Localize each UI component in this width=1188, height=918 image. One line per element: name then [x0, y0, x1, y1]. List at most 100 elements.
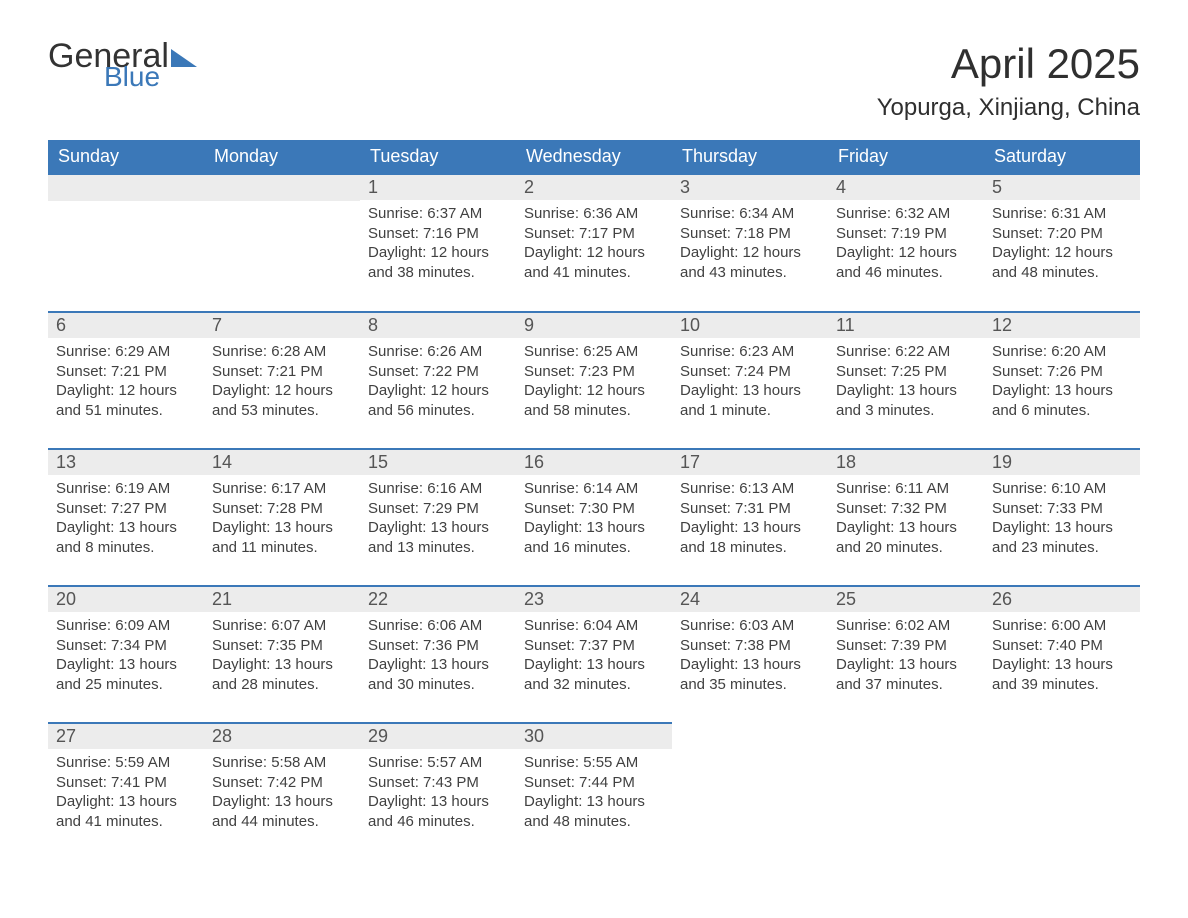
sunset-text: Sunset: 7:32 PM [836, 499, 976, 519]
sunset-text: Sunset: 7:40 PM [992, 636, 1132, 656]
day-number: 15 [360, 450, 516, 475]
sunrise-text: Sunrise: 6:06 AM [368, 616, 508, 636]
sunset-text: Sunset: 7:21 PM [56, 362, 196, 382]
daylight-text: Daylight: 13 hours and 28 minutes. [212, 655, 352, 694]
daylight-text: Daylight: 13 hours and 41 minutes. [56, 792, 196, 831]
day-body: Sunrise: 6:32 AMSunset: 7:19 PMDaylight:… [828, 200, 984, 310]
sunrise-text: Sunrise: 6:34 AM [680, 204, 820, 224]
weekday-header: Wednesday [516, 140, 672, 174]
title-location: Yopurga, Xinjiang, China [877, 94, 1140, 122]
day-body: Sunrise: 5:57 AMSunset: 7:43 PMDaylight:… [360, 749, 516, 859]
day-body: Sunrise: 6:14 AMSunset: 7:30 PMDaylight:… [516, 475, 672, 585]
weekday-header: Tuesday [360, 140, 516, 174]
calendar-day-cell: 8Sunrise: 6:26 AMSunset: 7:22 PMDaylight… [360, 312, 516, 449]
calendar-day-cell: 1Sunrise: 6:37 AMSunset: 7:16 PMDaylight… [360, 174, 516, 312]
sunset-text: Sunset: 7:23 PM [524, 362, 664, 382]
sunset-text: Sunset: 7:18 PM [680, 224, 820, 244]
sunset-text: Sunset: 7:25 PM [836, 362, 976, 382]
sunrise-text: Sunrise: 5:57 AM [368, 753, 508, 773]
day-body: Sunrise: 6:20 AMSunset: 7:26 PMDaylight:… [984, 338, 1140, 448]
day-body [672, 749, 828, 859]
daylight-text: Daylight: 12 hours and 53 minutes. [212, 381, 352, 420]
day-body: Sunrise: 6:10 AMSunset: 7:33 PMDaylight:… [984, 475, 1140, 585]
daylight-text: Daylight: 13 hours and 8 minutes. [56, 518, 196, 557]
daylight-text: Daylight: 13 hours and 11 minutes. [212, 518, 352, 557]
sunset-text: Sunset: 7:30 PM [524, 499, 664, 519]
sunrise-text: Sunrise: 6:00 AM [992, 616, 1132, 636]
day-body: Sunrise: 6:04 AMSunset: 7:37 PMDaylight:… [516, 612, 672, 722]
sunrise-text: Sunrise: 6:36 AM [524, 204, 664, 224]
day-body: Sunrise: 6:17 AMSunset: 7:28 PMDaylight:… [204, 475, 360, 585]
weekday-header: Sunday [48, 140, 204, 174]
day-number: 9 [516, 313, 672, 338]
calendar-day-cell: 15Sunrise: 6:16 AMSunset: 7:29 PMDayligh… [360, 449, 516, 586]
sunset-text: Sunset: 7:31 PM [680, 499, 820, 519]
day-body: Sunrise: 6:11 AMSunset: 7:32 PMDaylight:… [828, 475, 984, 585]
day-number: 26 [984, 587, 1140, 612]
title-block: April 2025 Yopurga, Xinjiang, China [877, 40, 1140, 122]
daylight-text: Daylight: 12 hours and 41 minutes. [524, 243, 664, 282]
sunrise-text: Sunrise: 6:32 AM [836, 204, 976, 224]
calendar-day-cell: 28Sunrise: 5:58 AMSunset: 7:42 PMDayligh… [204, 723, 360, 859]
sunrise-text: Sunrise: 5:55 AM [524, 753, 664, 773]
header-block: General Blue April 2025 Yopurga, Xinjian… [48, 40, 1140, 122]
sunrise-text: Sunrise: 6:28 AM [212, 342, 352, 362]
weekday-header: Thursday [672, 140, 828, 174]
calendar-week-row: 6Sunrise: 6:29 AMSunset: 7:21 PMDaylight… [48, 312, 1140, 449]
sunset-text: Sunset: 7:27 PM [56, 499, 196, 519]
day-number: 2 [516, 175, 672, 200]
sunset-text: Sunset: 7:37 PM [524, 636, 664, 656]
sunrise-text: Sunrise: 6:14 AM [524, 479, 664, 499]
daylight-text: Daylight: 12 hours and 48 minutes. [992, 243, 1132, 282]
calendar-day-cell: 25Sunrise: 6:02 AMSunset: 7:39 PMDayligh… [828, 586, 984, 723]
sunrise-text: Sunrise: 6:25 AM [524, 342, 664, 362]
calendar-day-cell: 7Sunrise: 6:28 AMSunset: 7:21 PMDaylight… [204, 312, 360, 449]
day-body: Sunrise: 6:34 AMSunset: 7:18 PMDaylight:… [672, 200, 828, 310]
sunrise-text: Sunrise: 6:02 AM [836, 616, 976, 636]
day-number: 13 [48, 450, 204, 475]
daylight-text: Daylight: 13 hours and 25 minutes. [56, 655, 196, 694]
day-number: 24 [672, 587, 828, 612]
day-number: 4 [828, 175, 984, 200]
calendar-day-cell: 16Sunrise: 6:14 AMSunset: 7:30 PMDayligh… [516, 449, 672, 586]
day-body: Sunrise: 6:31 AMSunset: 7:20 PMDaylight:… [984, 200, 1140, 310]
daylight-text: Daylight: 13 hours and 6 minutes. [992, 381, 1132, 420]
day-body: Sunrise: 6:36 AMSunset: 7:17 PMDaylight:… [516, 200, 672, 310]
day-number: 17 [672, 450, 828, 475]
sunrise-text: Sunrise: 6:13 AM [680, 479, 820, 499]
day-number: 19 [984, 450, 1140, 475]
calendar-day-cell: 9Sunrise: 6:25 AMSunset: 7:23 PMDaylight… [516, 312, 672, 449]
calendar-day-cell: 18Sunrise: 6:11 AMSunset: 7:32 PMDayligh… [828, 449, 984, 586]
sunset-text: Sunset: 7:26 PM [992, 362, 1132, 382]
sunrise-text: Sunrise: 5:59 AM [56, 753, 196, 773]
daylight-text: Daylight: 13 hours and 13 minutes. [368, 518, 508, 557]
sunrise-text: Sunrise: 6:10 AM [992, 479, 1132, 499]
day-body: Sunrise: 6:09 AMSunset: 7:34 PMDaylight:… [48, 612, 204, 722]
day-body: Sunrise: 6:29 AMSunset: 7:21 PMDaylight:… [48, 338, 204, 448]
weekday-header: Saturday [984, 140, 1140, 174]
day-body: Sunrise: 6:22 AMSunset: 7:25 PMDaylight:… [828, 338, 984, 448]
calendar-day-cell: 3Sunrise: 6:34 AMSunset: 7:18 PMDaylight… [672, 174, 828, 312]
day-number: 27 [48, 724, 204, 749]
daylight-text: Daylight: 13 hours and 3 minutes. [836, 381, 976, 420]
calendar-day-cell [984, 723, 1140, 859]
sunrise-text: Sunrise: 6:23 AM [680, 342, 820, 362]
day-body: Sunrise: 5:59 AMSunset: 7:41 PMDaylight:… [48, 749, 204, 859]
sunrise-text: Sunrise: 6:31 AM [992, 204, 1132, 224]
sunrise-text: Sunrise: 6:11 AM [836, 479, 976, 499]
daylight-text: Daylight: 13 hours and 35 minutes. [680, 655, 820, 694]
sunrise-text: Sunrise: 6:16 AM [368, 479, 508, 499]
day-number [828, 723, 984, 749]
day-body: Sunrise: 6:37 AMSunset: 7:16 PMDaylight:… [360, 200, 516, 310]
day-number [672, 723, 828, 749]
day-number: 7 [204, 313, 360, 338]
daylight-text: Daylight: 13 hours and 44 minutes. [212, 792, 352, 831]
day-body: Sunrise: 6:07 AMSunset: 7:35 PMDaylight:… [204, 612, 360, 722]
sunset-text: Sunset: 7:36 PM [368, 636, 508, 656]
daylight-text: Daylight: 13 hours and 30 minutes. [368, 655, 508, 694]
day-body: Sunrise: 6:23 AMSunset: 7:24 PMDaylight:… [672, 338, 828, 448]
calendar-table: Sunday Monday Tuesday Wednesday Thursday… [48, 140, 1140, 859]
calendar-day-cell: 12Sunrise: 6:20 AMSunset: 7:26 PMDayligh… [984, 312, 1140, 449]
day-number: 18 [828, 450, 984, 475]
calendar-day-cell [828, 723, 984, 859]
